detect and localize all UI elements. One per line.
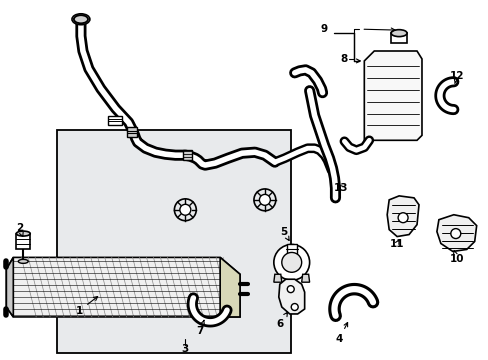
Circle shape	[259, 194, 270, 205]
Bar	[57, 130, 290, 353]
Text: 5: 5	[280, 226, 288, 240]
Text: 6: 6	[276, 312, 287, 329]
Circle shape	[180, 204, 190, 215]
Circle shape	[273, 244, 309, 280]
Circle shape	[281, 252, 301, 272]
Text: 7: 7	[196, 320, 204, 336]
Text: 13: 13	[333, 183, 348, 193]
Text: 12: 12	[448, 71, 463, 84]
Text: 1: 1	[75, 297, 98, 316]
Text: 10: 10	[448, 251, 463, 264]
Ellipse shape	[74, 15, 88, 23]
Ellipse shape	[390, 30, 406, 37]
Text: 4: 4	[335, 323, 347, 344]
Bar	[16, 234, 30, 249]
Ellipse shape	[72, 14, 90, 25]
Polygon shape	[6, 257, 13, 317]
Text: 9: 9	[320, 24, 327, 34]
Polygon shape	[301, 274, 309, 282]
Circle shape	[291, 303, 298, 310]
Text: 3: 3	[182, 344, 188, 354]
Text: 8: 8	[340, 54, 347, 64]
Bar	[286, 244, 296, 255]
Polygon shape	[278, 279, 304, 314]
Text: 11: 11	[389, 239, 404, 248]
Bar	[183, 150, 192, 160]
Bar	[126, 127, 136, 137]
Ellipse shape	[18, 260, 28, 264]
Polygon shape	[220, 257, 240, 317]
Circle shape	[450, 229, 460, 239]
Ellipse shape	[74, 15, 88, 23]
Polygon shape	[386, 196, 418, 237]
Polygon shape	[436, 215, 476, 251]
Bar	[107, 116, 122, 125]
Bar	[390, 33, 406, 43]
Polygon shape	[273, 274, 281, 282]
Circle shape	[286, 286, 294, 293]
Text: 2: 2	[16, 222, 23, 237]
Polygon shape	[364, 51, 421, 140]
Circle shape	[397, 213, 407, 223]
Ellipse shape	[16, 231, 30, 236]
Polygon shape	[6, 257, 240, 317]
